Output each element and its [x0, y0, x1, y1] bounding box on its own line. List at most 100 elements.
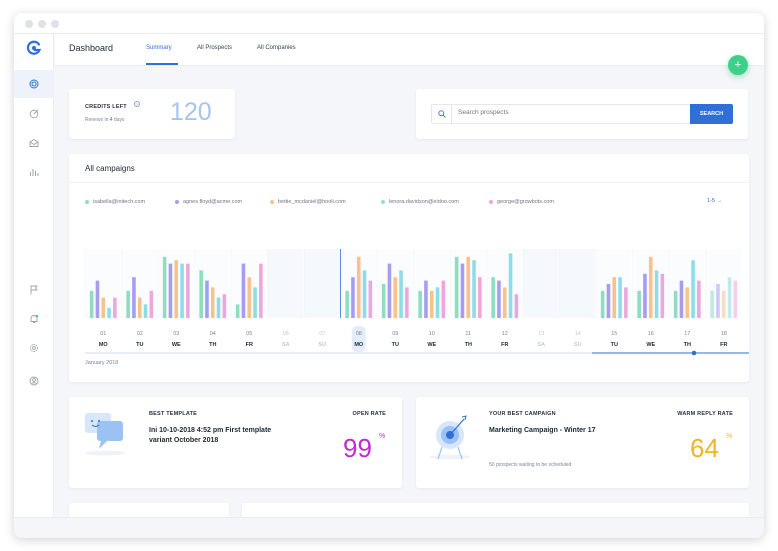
- bar: [351, 277, 355, 318]
- best-campaign-name[interactable]: Marketing Campaign - Winter 17: [489, 427, 596, 434]
- bar: [362, 270, 367, 318]
- bar: [478, 277, 482, 318]
- add-button[interactable]: +: [728, 55, 748, 75]
- day-column: [267, 249, 303, 318]
- day-of-week-label: MO: [354, 342, 364, 348]
- day-of-week-label: FR: [246, 342, 253, 348]
- day-number-label: 05: [246, 331, 252, 337]
- bar: [126, 290, 130, 318]
- bar: [216, 297, 221, 318]
- bar: [405, 287, 409, 318]
- legend-item: isabella@initech.com: [85, 199, 145, 205]
- bar: [418, 290, 422, 318]
- window-dot[interactable]: [38, 20, 46, 28]
- sidebar-item-campaigns[interactable]: [14, 100, 54, 128]
- bar: [497, 280, 501, 318]
- bar: [710, 290, 714, 318]
- bar: [174, 260, 179, 318]
- sidebar-item-flags[interactable]: [14, 276, 54, 304]
- day-number-label: 08: [356, 331, 362, 337]
- campaigns-card: All campaigns isabella@initech.com agnes.…: [69, 154, 749, 382]
- bar: [162, 256, 167, 318]
- best-campaign-subtitle: 50 prospects waiting to be scheduled: [489, 462, 572, 468]
- divider: [69, 182, 749, 183]
- sidebar-item-settings[interactable]: [14, 334, 54, 362]
- bar: [733, 280, 738, 318]
- legend-label: isabella@initech.com: [93, 199, 146, 205]
- sidebar-item-dashboard[interactable]: [14, 70, 54, 98]
- help-icon[interactable]: ?: [134, 101, 140, 107]
- gear-icon: [30, 344, 38, 352]
- legend-dot: [175, 200, 179, 204]
- day-number-label: 03: [173, 331, 179, 337]
- campaign-chart: 01 MO 02 TU 03 WE 04 TH 05 FR 06 SA 07 SU 08 MO 09 TU 10 WE…: [84, 249, 749, 356]
- best-campaign-card: YOUR BEST CAMPAIGN Marketing Campaign - …: [416, 397, 749, 488]
- bar: [685, 287, 690, 318]
- day-number-label: 07: [319, 331, 325, 337]
- credits-value: 120: [170, 98, 212, 126]
- sidebar-item-inbox[interactable]: [14, 129, 54, 157]
- day-number-label: 10: [429, 331, 435, 337]
- tab-all-prospects[interactable]: All Prospects: [197, 45, 233, 51]
- day-number-label: 13: [538, 331, 544, 337]
- day-of-week-label: FR: [501, 342, 508, 348]
- bar: [679, 280, 684, 318]
- bar: [435, 287, 440, 318]
- bar: [393, 277, 398, 318]
- tab-all-companies[interactable]: All Companies: [257, 45, 296, 51]
- day-number-label: 12: [502, 331, 508, 337]
- day-number-label: 09: [392, 331, 398, 337]
- bar: [673, 290, 678, 318]
- bar: [466, 256, 471, 318]
- window-titlebar: [14, 13, 764, 34]
- reply-rate-label: WARM REPLY RATE: [677, 411, 733, 417]
- day-of-week-label: WE: [427, 342, 436, 348]
- search-icon[interactable]: [432, 105, 452, 123]
- bar: [424, 280, 428, 318]
- window-dot[interactable]: [25, 20, 33, 28]
- bar: [137, 297, 142, 318]
- day-number-label: 18: [721, 331, 727, 337]
- credits-label: CREDITS LEFT: [85, 104, 127, 110]
- bar: [697, 280, 701, 318]
- open-rate-label: OPEN RATE: [352, 411, 386, 417]
- bar: [222, 294, 227, 318]
- bar: [654, 270, 659, 318]
- day-of-week-label: TU: [611, 342, 618, 348]
- best-template-name[interactable]: Ini 10-10-2018 4:52 pm First template va…: [149, 427, 272, 444]
- bar: [600, 290, 605, 318]
- legend-label: agnes.floyd@acme.com: [183, 199, 243, 205]
- sidebar-item-reports[interactable]: [14, 158, 54, 186]
- window-dot[interactable]: [51, 20, 59, 28]
- arrow-right-icon[interactable]: →: [716, 198, 722, 204]
- pagination[interactable]: 1-5 →: [707, 198, 722, 204]
- legend-item: bettie_mcdaniel@hooli.com: [270, 199, 346, 205]
- bar: [149, 290, 154, 318]
- legend-label: bettie_mcdaniel@hooli.com: [278, 199, 346, 205]
- search-button[interactable]: SEARCH: [690, 104, 733, 124]
- tab-summary[interactable]: Summary: [146, 45, 172, 51]
- day-of-week-label: SA: [282, 342, 290, 348]
- day-of-week-label: MO: [99, 342, 109, 348]
- bar: [381, 284, 386, 318]
- search-input[interactable]: [458, 109, 658, 116]
- day-of-week-label: SU: [318, 342, 326, 348]
- today-highlight: [351, 326, 366, 352]
- month-label: January 2018: [85, 360, 119, 366]
- sidebar-item-profile[interactable]: [14, 367, 54, 395]
- window-footer: [14, 517, 764, 538]
- day-number-label: 01: [100, 331, 106, 337]
- bar: [441, 280, 446, 318]
- day-number-label: 02: [137, 331, 143, 337]
- day-number-label: 04: [210, 331, 216, 337]
- sidebar-item-notifications[interactable]: [14, 305, 54, 333]
- credits-renewal: Renews in 4 days: [85, 117, 124, 123]
- bar: [721, 290, 726, 318]
- logo-icon[interactable]: [26, 40, 42, 61]
- bar: [502, 287, 507, 318]
- day-of-week-label: WE: [172, 342, 181, 348]
- bar: [132, 277, 136, 318]
- bar: [168, 263, 173, 318]
- search-card: SEARCH: [416, 89, 748, 139]
- timeline-handle[interactable]: [691, 350, 697, 356]
